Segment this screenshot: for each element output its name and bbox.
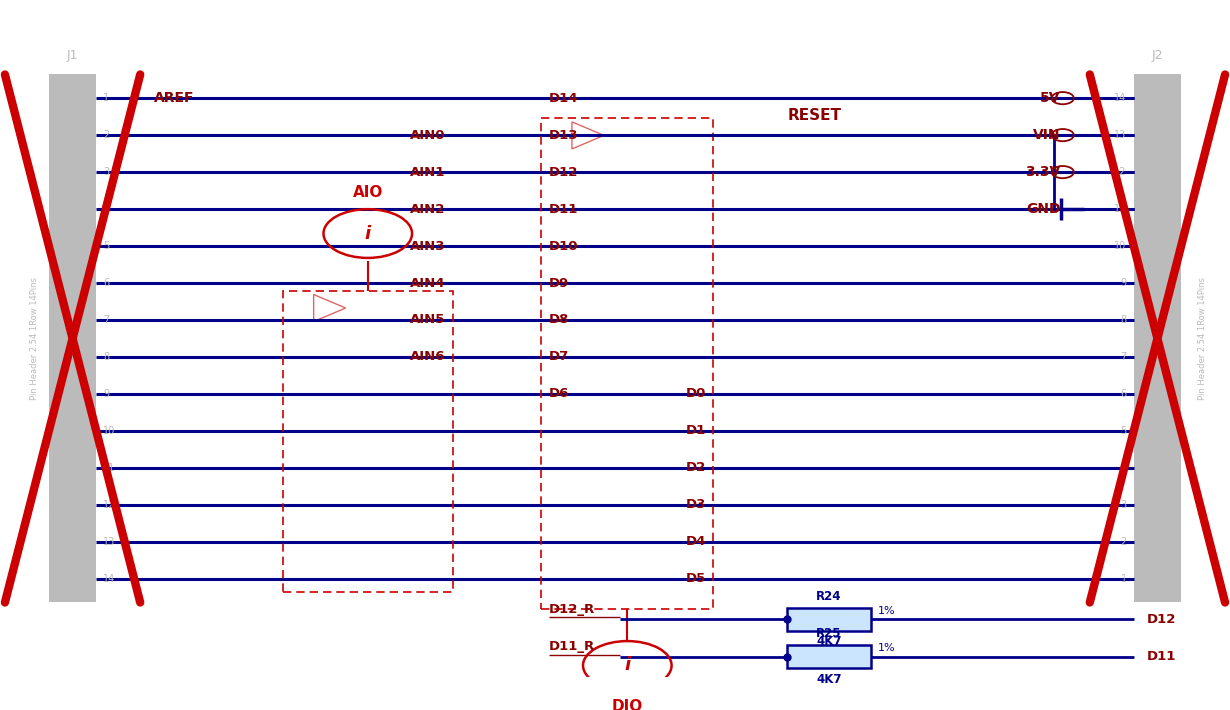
Bar	[1134, 75, 1181, 603]
Text: 12: 12	[1114, 167, 1127, 177]
Text: 5: 5	[103, 241, 109, 251]
Text: 3: 3	[103, 167, 109, 177]
Text: J2: J2	[1151, 49, 1164, 62]
Text: 5: 5	[1121, 426, 1127, 436]
Text: 7: 7	[1121, 352, 1127, 362]
Text: 4K7: 4K7	[817, 672, 841, 686]
Text: D11_R: D11_R	[549, 640, 595, 653]
Text: AIN2: AIN2	[410, 202, 445, 216]
Bar	[541, 119, 713, 609]
Bar	[787, 645, 871, 669]
Text: D4: D4	[685, 535, 706, 548]
Text: 14: 14	[103, 574, 116, 584]
Text: D1: D1	[686, 425, 706, 437]
Bar	[283, 291, 453, 592]
Text: 1%: 1%	[878, 606, 895, 616]
Text: Pin Header 2.54 1Row 14Pins: Pin Header 2.54 1Row 14Pins	[1198, 277, 1208, 400]
Text: i: i	[365, 224, 370, 243]
Text: 7: 7	[103, 315, 109, 325]
Text: 10: 10	[103, 426, 116, 436]
Text: RESET: RESET	[787, 108, 841, 123]
Text: 13: 13	[1114, 130, 1127, 140]
Text: 4K7: 4K7	[817, 635, 841, 648]
Text: 11: 11	[103, 463, 116, 473]
Text: 3.3V: 3.3V	[1025, 165, 1060, 179]
Text: D2: D2	[686, 462, 706, 474]
Text: D5: D5	[686, 572, 706, 585]
Text: AIN3: AIN3	[410, 239, 445, 253]
Text: AIO: AIO	[353, 185, 383, 200]
Text: D13: D13	[549, 129, 578, 141]
Text: D11: D11	[549, 202, 578, 216]
Text: 9: 9	[1121, 278, 1127, 288]
Text: D6: D6	[549, 388, 569, 400]
Text: AIN4: AIN4	[410, 276, 445, 290]
Text: VIN: VIN	[1033, 128, 1060, 142]
Text: 6: 6	[1121, 389, 1127, 399]
Text: 3: 3	[1121, 500, 1127, 510]
Text: D11: D11	[1146, 650, 1176, 663]
Text: AIN6: AIN6	[410, 351, 445, 364]
Text: J1: J1	[66, 49, 79, 62]
Text: DIO: DIO	[611, 699, 643, 710]
Text: 10: 10	[1114, 241, 1127, 251]
Text: D0: D0	[685, 388, 706, 400]
Text: D7: D7	[549, 351, 568, 364]
Text: R24: R24	[817, 590, 841, 603]
Text: 4: 4	[103, 204, 109, 214]
Text: 11: 11	[1114, 204, 1127, 214]
Text: D12: D12	[549, 165, 578, 179]
Text: 6: 6	[103, 278, 109, 288]
Text: 14: 14	[1114, 93, 1127, 103]
Text: Pin Header 2.54 1Row 14Pins: Pin Header 2.54 1Row 14Pins	[30, 277, 39, 400]
Text: D8: D8	[549, 314, 569, 327]
Text: 13: 13	[103, 537, 116, 547]
Text: 4: 4	[1121, 463, 1127, 473]
Text: AIN5: AIN5	[410, 314, 445, 327]
Text: AIN1: AIN1	[410, 165, 445, 179]
Text: D14: D14	[549, 92, 578, 104]
Text: 1: 1	[1121, 574, 1127, 584]
Text: 9: 9	[103, 389, 109, 399]
Text: 5V: 5V	[1039, 91, 1060, 105]
Text: R25: R25	[817, 627, 841, 640]
Text: D9: D9	[549, 276, 568, 290]
Text: 1: 1	[103, 93, 109, 103]
Text: 2: 2	[1121, 537, 1127, 547]
Text: D12_R: D12_R	[549, 603, 595, 616]
Text: 8: 8	[1121, 315, 1127, 325]
Text: D12: D12	[1146, 613, 1176, 626]
Text: 8: 8	[103, 352, 109, 362]
Text: D3: D3	[685, 498, 706, 511]
Text: 12: 12	[103, 500, 116, 510]
Bar	[49, 75, 96, 603]
Text: AIN0: AIN0	[410, 129, 445, 141]
Text: AREF: AREF	[154, 91, 194, 105]
Text: 2: 2	[103, 130, 109, 140]
Text: 1%: 1%	[878, 643, 895, 653]
Text: GND: GND	[1026, 202, 1060, 216]
Text: D10: D10	[549, 239, 578, 253]
Bar	[787, 608, 871, 631]
Text: i: i	[625, 657, 630, 674]
